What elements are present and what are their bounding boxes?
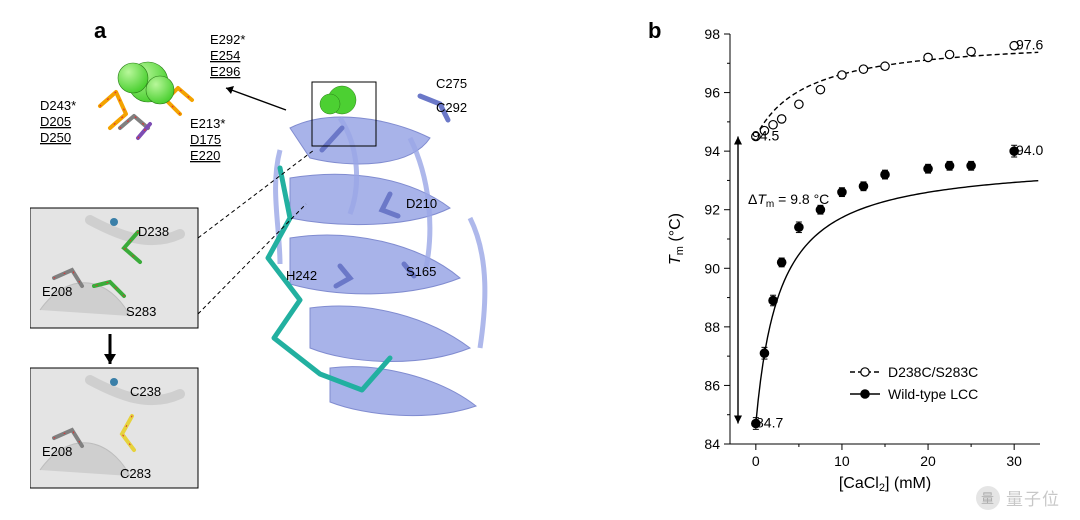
svg-text:98: 98 (704, 26, 720, 42)
svg-text:D210: D210 (406, 196, 437, 211)
svg-text:D243*: D243* (40, 98, 76, 113)
svg-text:C292: C292 (436, 100, 467, 115)
svg-text:Tm (°C): Tm (°C) (667, 213, 686, 265)
svg-text:94.0: 94.0 (1016, 142, 1043, 158)
svg-text:E254: E254 (210, 48, 240, 63)
svg-text:D250: D250 (40, 130, 71, 145)
svg-text:E208: E208 (42, 284, 72, 299)
svg-text:E213*: E213* (190, 116, 225, 131)
svg-text:E220: E220 (190, 148, 220, 163)
svg-text:D175: D175 (190, 132, 221, 147)
svg-text:D205: D205 (40, 114, 71, 129)
svg-text:84: 84 (704, 436, 720, 452)
svg-text:D238: D238 (138, 224, 169, 239)
panel-a-illustration: D243*D205D250 E292*E254E296 E213*D175E220 C… (30, 18, 600, 498)
svg-text:S283: S283 (126, 304, 156, 319)
svg-text:S165: S165 (406, 264, 436, 279)
panel-b-chart: 84 86 88 90 92 94 96 98 0 10 20 30 [CaCl2] (mM) Tm (°… (640, 18, 1060, 498)
svg-text:94: 94 (704, 143, 720, 159)
svg-text:D238C/S283C: D238C/S283C (888, 364, 978, 380)
svg-text:30: 30 (1006, 453, 1022, 469)
svg-text:20: 20 (920, 453, 936, 469)
svg-text:84.7: 84.7 (756, 415, 783, 431)
svg-text:96: 96 (704, 85, 720, 101)
watermark: 量 量子位 (976, 485, 1060, 510)
svg-text:97.6: 97.6 (1016, 37, 1043, 53)
svg-text:E208: E208 (42, 444, 72, 459)
svg-text:E292*: E292* (210, 32, 245, 47)
svg-text:0: 0 (752, 453, 760, 469)
svg-text:90: 90 (704, 260, 720, 276)
svg-text:C283: C283 (120, 466, 151, 481)
svg-text:88: 88 (704, 319, 720, 335)
watermark-text: 量子位 (1006, 485, 1060, 510)
svg-text:92: 92 (704, 202, 720, 218)
svg-text:E296: E296 (210, 64, 240, 79)
svg-text:Wild-type LCC: Wild-type LCC (888, 386, 978, 402)
svg-text:C238: C238 (130, 384, 161, 399)
svg-text:94.5: 94.5 (752, 128, 779, 144)
svg-text:H242: H242 (286, 268, 317, 283)
watermark-icon: 量 (976, 486, 1000, 510)
svg-text:86: 86 (704, 377, 720, 393)
svg-text:C275: C275 (436, 76, 467, 91)
svg-text:10: 10 (834, 453, 850, 469)
svg-text:[CaCl2] (mM): [CaCl2] (mM) (839, 475, 931, 494)
